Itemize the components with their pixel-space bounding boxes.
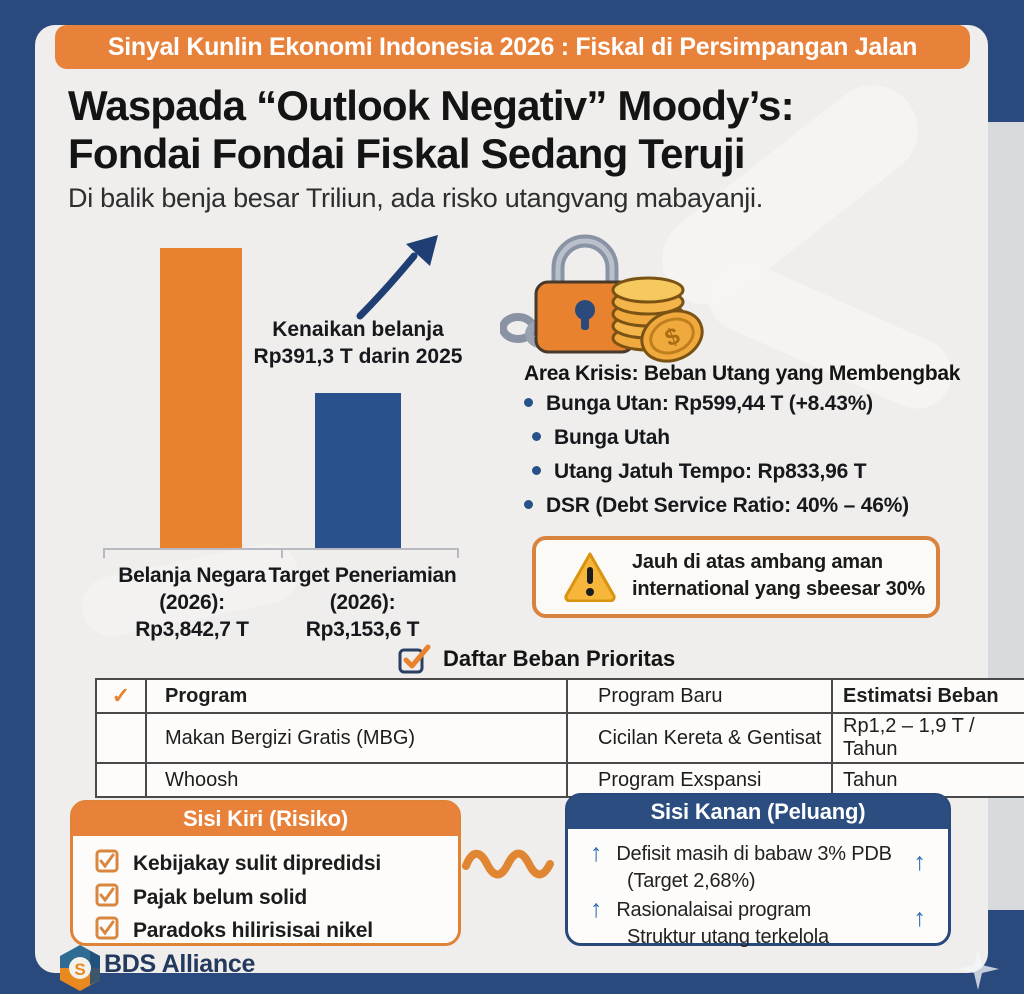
arrow-up-icon: ↑ — [913, 848, 927, 876]
priority-table-heading: Daftar Beban Prioritas — [443, 646, 676, 671]
risk-box: Sisi Kiri (Risiko) Kebijakay sulit dipre… — [70, 800, 461, 946]
bullet-dot-icon — [532, 432, 541, 441]
opportunity-box: Sisi Kanan (Peluang) ↑ Defisit masih di b… — [565, 793, 951, 948]
checkbox-icon — [95, 883, 119, 907]
axis-tick — [281, 548, 283, 558]
crisis-heading: Area Krisis: Beban Utang yang Membengbak — [524, 362, 961, 385]
axis-tick — [457, 548, 459, 558]
top-banner: Sinyal Kunlin Ekonomi Indonesia 2026 : F… — [55, 25, 970, 69]
title-line1: Waspada “Outlook Negativ” Moody’s: — [68, 82, 795, 129]
risk-item: Kebijakay sulit dipredidsi — [95, 849, 381, 876]
page-title: Waspada “Outlook Negativ” Moody’s: Fonda… — [68, 82, 795, 178]
bullet-dot-icon — [524, 398, 533, 407]
bar-label-target: Target Peneriamian (2026): Rp3,153,6 T — [268, 564, 457, 641]
warning-triangle-icon — [564, 552, 616, 602]
lock-and-coins-illustration: $ — [500, 234, 704, 363]
arrow-up-icon: ↑ — [590, 895, 603, 923]
opportunity-item: ↑ Rasionalaisai program Struktur utang te… — [590, 895, 829, 949]
crisis-bullet: DSR (Debt Service Ratio: 40% – 46%) — [524, 494, 909, 518]
opportunity-box-title: Sisi Kanan (Peluang) — [567, 795, 949, 829]
table-header-row: ✓ Program Program Baru Estimatsi Beban — [95, 678, 1024, 714]
checkbox-icon — [95, 916, 119, 940]
risk-item: Pajak belum solid — [95, 883, 307, 910]
page-subtitle: Di balik benja besar Triliun, ada risko … — [68, 183, 763, 213]
crisis-bullet: Utang Jatuh Tempo: Rp833,96 T — [524, 460, 867, 484]
risk-item: Paradoks hilirisisai nikel — [95, 916, 373, 943]
budget-bar-chart — [95, 245, 475, 548]
column-header-estimasi: Estimatsi Beban — [831, 678, 1024, 714]
brand-name: BDS Alliance — [104, 950, 256, 978]
brand-logo: S — [60, 945, 100, 991]
bullet-dot-icon — [524, 500, 533, 509]
warning-box: Jauh di atas ambang aman international y… — [532, 536, 940, 618]
crisis-bullet: Bunga Utah — [524, 426, 670, 450]
priority-table: ✓ Program Program Baru Estimatsi Beban M… — [95, 678, 1024, 798]
axis-tick — [103, 548, 105, 558]
warning-text: Jauh di atas ambang aman international y… — [632, 551, 926, 600]
risk-box-title: Sisi Kiri (Risiko) — [72, 802, 459, 836]
crisis-bullet: Bunga Utan: Rp599,44 T (+8.43%) — [524, 392, 873, 416]
bar-belanja-negara — [160, 248, 242, 548]
checkbox-icon — [95, 849, 119, 873]
title-line2: Fondai Fondai Fiskal Sedang Teruji — [68, 130, 746, 177]
column-header-program: Program — [145, 678, 568, 714]
squiggle-divider-icon — [462, 849, 554, 879]
bullet-dot-icon — [532, 466, 541, 475]
chart-annotation: Kenaikan belanja Rp391,3 T darin 2025 — [253, 318, 463, 368]
bar-target-peneriamian — [315, 393, 401, 548]
arrow-up-icon: ↑ — [913, 904, 927, 932]
svg-text:S: S — [74, 960, 85, 979]
opportunity-item: ↑ Defisit masih di babaw 3% PDB (Target 2… — [590, 839, 892, 893]
table-row: Makan Bergizi Gratis (MBG) Cicilan Keret… — [95, 712, 1024, 764]
bar-label-belanja: Belanja Negara (2026): Rp3,842,7 T — [118, 564, 266, 641]
arrow-up-icon: ↑ — [590, 839, 603, 867]
sparkle-icon — [957, 948, 999, 990]
trend-up-arrow-icon — [356, 235, 438, 320]
checklist-icon — [398, 644, 431, 674]
column-header-program-baru: Program Baru — [566, 678, 833, 714]
table-row: Whoosh Program Exspansi Tahun — [95, 762, 1024, 798]
check-icon: ✓ — [95, 678, 147, 714]
